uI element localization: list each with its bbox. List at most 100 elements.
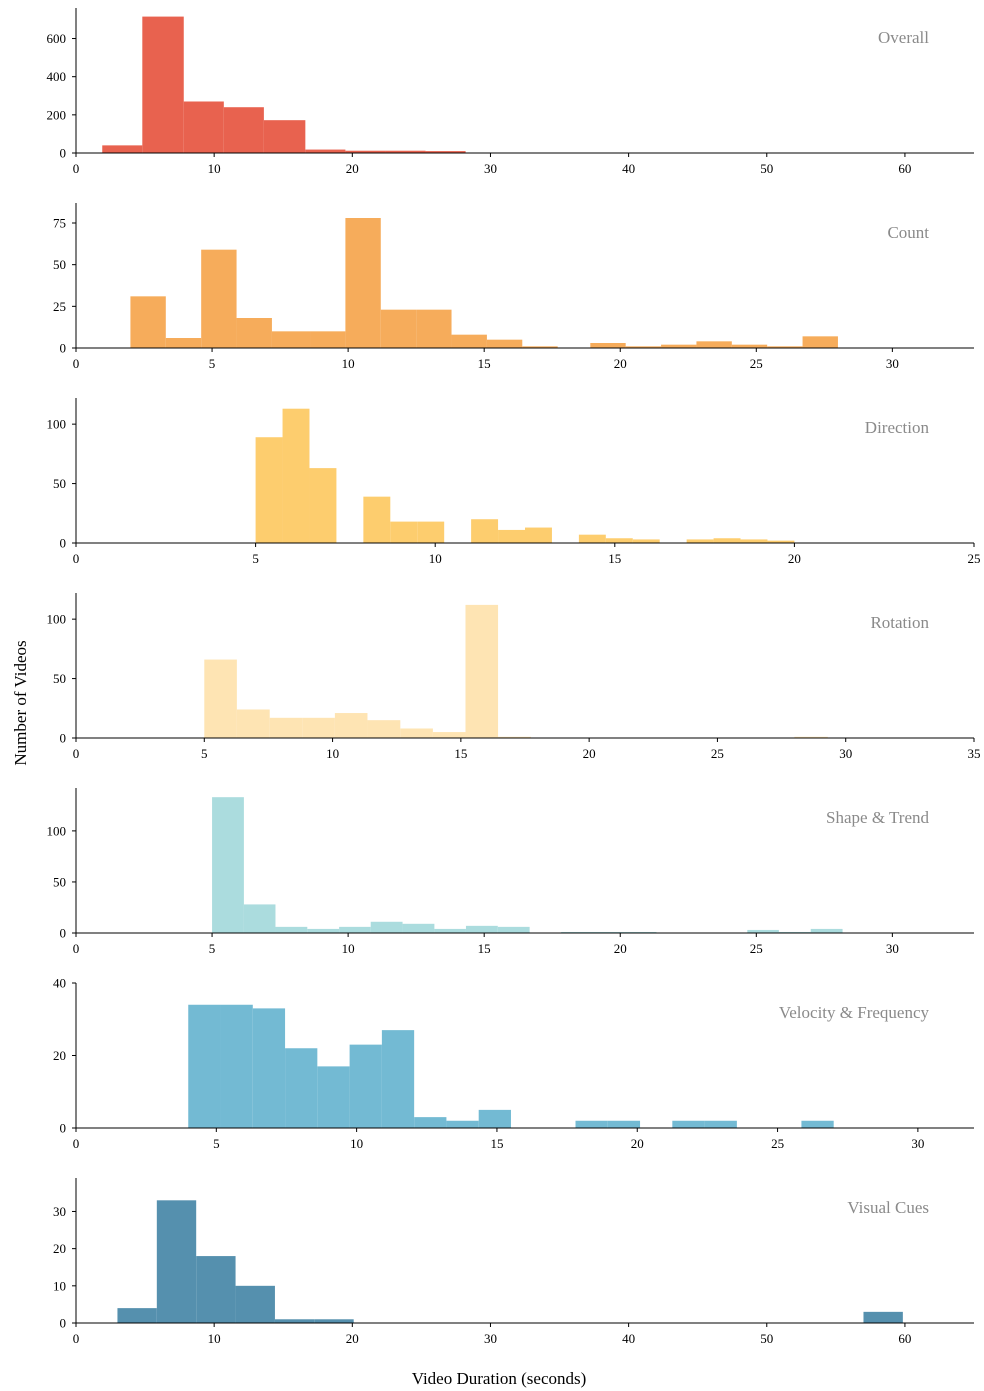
bar-direction-8 [525, 527, 552, 543]
bar-shape-and-trend-9 [497, 926, 530, 933]
bar-direction-5 [417, 521, 445, 543]
bar-count-7 [380, 309, 417, 348]
bar-overall-1 [142, 16, 184, 154]
y-tick-label-direction-50: 50 [53, 476, 66, 491]
bar-shape-and-trend-2 [275, 926, 308, 933]
y-tick-label-shape-and-trend-100: 100 [47, 823, 67, 838]
y-tick-label-overall-600: 600 [47, 31, 67, 46]
bar-overall-6 [345, 150, 386, 153]
x-tick-label-rotation-35: 35 [968, 746, 981, 761]
bar-direction-6 [471, 519, 499, 543]
panel-title-visual-cues: Visual Cues [847, 1198, 929, 1217]
y-tick-label-overall-400: 400 [47, 69, 67, 84]
y-tick-label-velocity-and-frequency-20: 20 [53, 1048, 66, 1063]
x-tick-label-count-20: 20 [614, 356, 627, 371]
x-tick-label-direction-25: 25 [968, 551, 981, 566]
bar-rotation-3 [302, 717, 335, 738]
x-tick-label-count-10: 10 [342, 356, 355, 371]
y-tick-label-direction-100: 100 [47, 417, 67, 432]
bar-velocity-and-frequency-11 [607, 1120, 641, 1128]
bar-count-4 [271, 331, 311, 348]
y-tick-label-rotation-50: 50 [53, 671, 66, 686]
y-tick-label-count-25: 25 [53, 299, 66, 314]
bar-velocity-and-frequency-14 [801, 1120, 834, 1128]
bar-rotation-5 [367, 720, 401, 738]
y-tick-label-visual-cues-10: 10 [53, 1278, 66, 1293]
bar-rotation-4 [334, 713, 368, 738]
x-tick-label-shape-and-trend-30: 30 [886, 941, 899, 956]
bar-overall-0 [102, 145, 143, 153]
bar-direction-11 [632, 539, 660, 543]
bar-velocity-and-frequency-3 [285, 1048, 318, 1128]
y-tick-label-visual-cues-0: 0 [60, 1316, 67, 1331]
y-tick-label-velocity-and-frequency-40: 40 [53, 976, 66, 991]
bar-overall-2 [183, 101, 224, 153]
x-tick-label-direction-20: 20 [788, 551, 801, 566]
x-tick-label-count-0: 0 [73, 356, 80, 371]
panel-title-velocity-and-frequency: Velocity & Frequency [779, 1003, 930, 1022]
bar-velocity-and-frequency-2 [252, 1008, 286, 1129]
x-tick-label-velocity-and-frequency-10: 10 [350, 1136, 363, 1151]
bar-count-2 [201, 249, 237, 348]
x-tick-label-overall-50: 50 [760, 161, 773, 176]
x-axis-label: Video Duration (seconds) [412, 1369, 587, 1388]
x-tick-label-velocity-and-frequency-5: 5 [213, 1136, 220, 1151]
x-tick-label-rotation-5: 5 [201, 746, 208, 761]
bar-overall-8 [425, 151, 466, 153]
bar-visual-cues-6 [863, 1311, 903, 1323]
x-tick-label-shape-and-trend-20: 20 [614, 941, 627, 956]
bar-shape-and-trend-6 [402, 923, 435, 933]
y-tick-label-rotation-0: 0 [60, 731, 67, 746]
bar-shape-and-trend-11 [593, 931, 625, 933]
bar-overall-5 [305, 149, 346, 153]
bar-direction-0 [255, 437, 283, 543]
bar-count-11 [522, 346, 558, 348]
x-tick-label-overall-40: 40 [622, 161, 635, 176]
panel-rotation: 0 5 10 15 20 25 30 35 0 50 100 Rotation [47, 593, 981, 761]
panel-direction: 0 5 10 15 20 25 0 50 100 Direction [47, 398, 981, 566]
y-tick-label-shape-and-trend-50: 50 [53, 874, 66, 889]
bar-velocity-and-frequency-12 [672, 1120, 705, 1128]
y-tick-label-shape-and-trend-0: 0 [60, 926, 67, 941]
bar-count-10 [486, 339, 523, 348]
bar-shape-and-trend-7 [434, 928, 466, 933]
bar-shape-and-trend-12 [624, 931, 657, 933]
x-tick-label-count-25: 25 [750, 356, 763, 371]
y-tick-label-count-50: 50 [53, 257, 66, 272]
bar-direction-3 [363, 496, 391, 543]
bar-direction-10 [605, 538, 633, 543]
bar-visual-cues-2 [196, 1256, 236, 1323]
y-tick-label-rotation-100: 100 [47, 612, 67, 627]
bar-count-0 [130, 296, 166, 348]
panel-title-overall: Overall [878, 28, 929, 47]
bar-overall-3 [223, 107, 264, 153]
bar-overall-4 [263, 120, 306, 153]
bar-count-15 [696, 341, 732, 348]
bar-velocity-and-frequency-6 [381, 1030, 415, 1129]
x-tick-label-rotation-10: 10 [326, 746, 339, 761]
x-tick-label-direction-0: 0 [73, 551, 80, 566]
bar-shape-and-trend-13 [747, 929, 779, 933]
x-tick-label-overall-10: 10 [208, 161, 221, 176]
bar-count-6 [345, 218, 381, 348]
bar-direction-15 [767, 540, 795, 543]
bar-shape-and-trend-1 [243, 904, 276, 933]
bar-direction-13 [713, 538, 741, 543]
x-tick-label-rotation-25: 25 [711, 746, 724, 761]
y-tick-label-overall-0: 0 [60, 146, 67, 161]
x-tick-label-rotation-0: 0 [73, 746, 80, 761]
bar-rotation-6 [400, 728, 433, 738]
bar-direction-12 [686, 539, 714, 543]
bar-count-5 [310, 331, 346, 348]
x-tick-label-overall-0: 0 [73, 161, 80, 176]
y-axis-label: Number of Videos [11, 640, 30, 765]
x-tick-label-count-5: 5 [209, 356, 216, 371]
bar-count-9 [451, 334, 487, 348]
panel-velocity-and-frequency: 0 5 10 15 20 25 30 0 20 40 Velocity & Frequency [53, 976, 974, 1151]
x-tick-label-velocity-and-frequency-30: 30 [911, 1136, 924, 1151]
bar-rotation-10 [794, 736, 828, 738]
bar-shape-and-trend-3 [307, 928, 340, 933]
bar-direction-14 [740, 539, 768, 543]
